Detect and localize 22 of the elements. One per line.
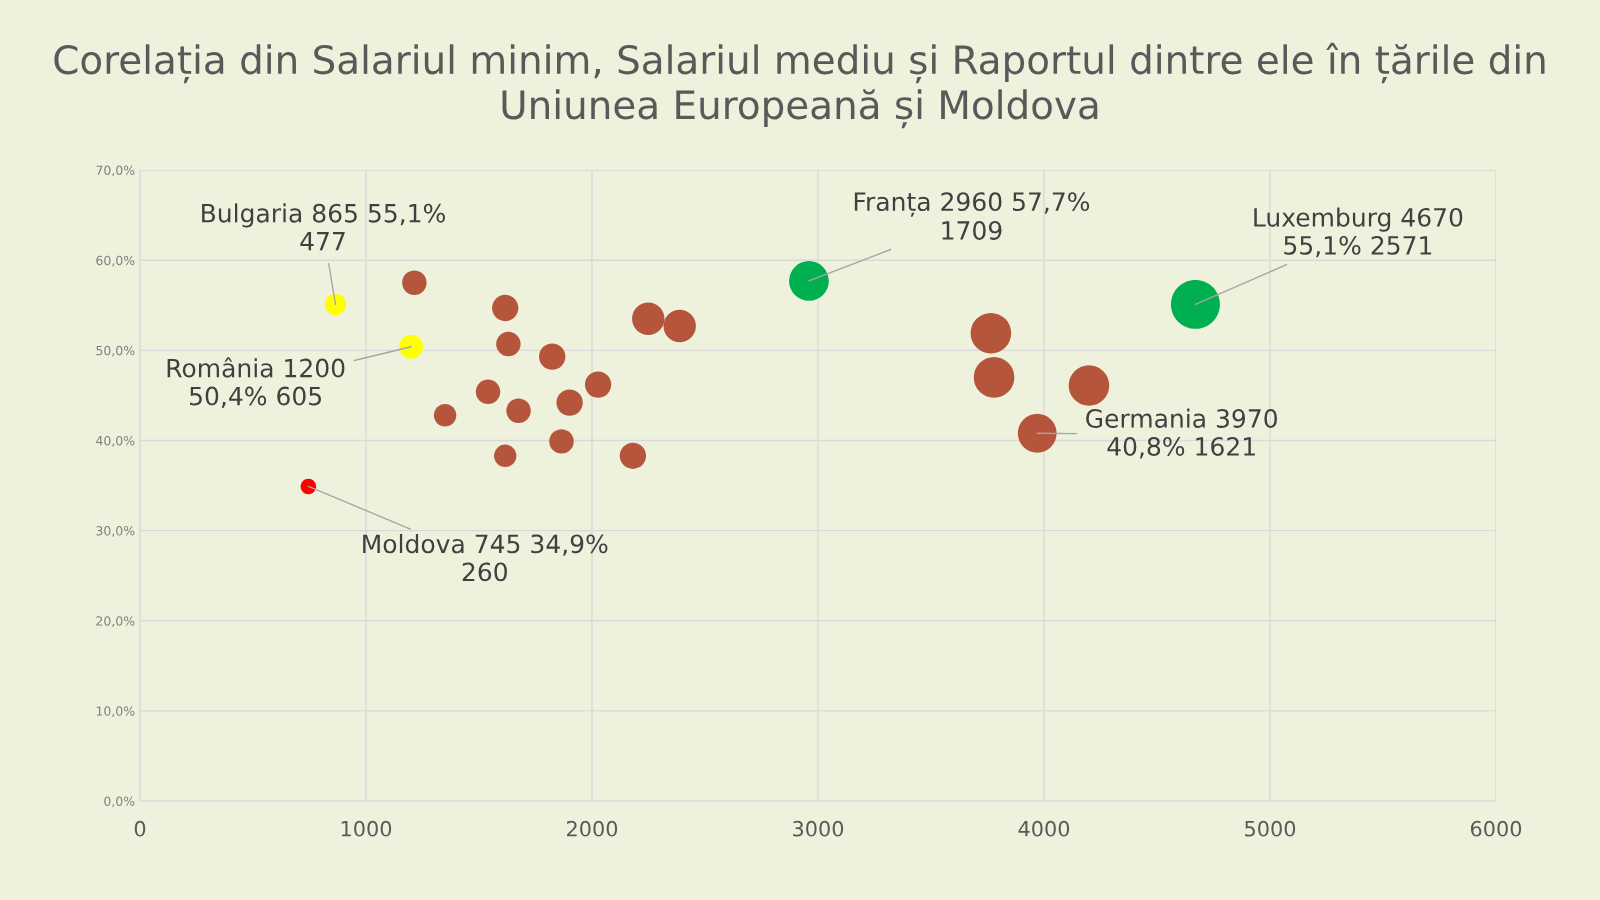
x-tick-label: 5000 [1245,820,1296,837]
annotation: Luxemburg 4670 55,1% 2571 [1254,207,1463,258]
chart-title: Corelația din Salariul minim, Salariul mediu și Raportul dintre ele în țările din Uniunea Europeană și Moldova [54,42,1545,129]
annotation: România 1200 50,4% 605 [167,357,345,409]
annotation: Germania 3970 40,8% 1621 [1086,408,1277,459]
y-tick-label: 70,0% [96,165,135,177]
annotation: Bulgaria 865 55,1% 477 [202,203,445,251]
x-tick-label: 2000 [567,820,618,837]
y-tick-label: 50,0% [96,345,135,357]
y-tick-label: 40,0% [96,435,135,447]
y-tick-label: 10,0% [96,706,135,718]
y-tick-label: 30,0% [96,526,135,537]
annotation: Franța 2960 57,7% 1709 [854,192,1090,240]
y-tick-label: 0,0% [104,796,135,808]
x-tick-label: 6000 [1470,820,1522,837]
y-tick-label: 20,0% [96,616,135,627]
x-tick-label: 0 [134,820,146,837]
y-tick-label: 60,0% [96,255,135,267]
x-tick-label: 4000 [1018,820,1070,837]
annotation: Moldova 745 34,9% 260 [363,533,608,582]
x-tick-label: 3000 [793,820,844,837]
x-tick-label: 1000 [341,820,392,837]
